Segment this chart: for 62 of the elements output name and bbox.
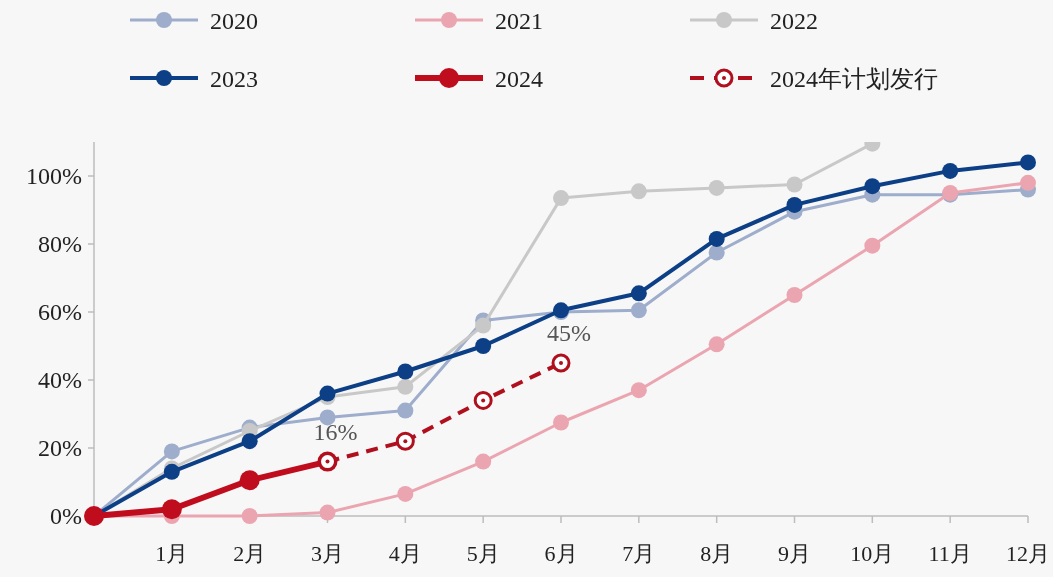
point [786, 196, 803, 213]
point [395, 431, 415, 451]
x-tick-label: 10月 [850, 541, 895, 566]
point [708, 336, 725, 353]
x-tick-label: 8月 [700, 541, 734, 566]
point [942, 162, 959, 179]
x-tick-label: 6月 [544, 541, 578, 566]
annotation: 45% [547, 320, 591, 346]
point [630, 382, 647, 399]
y-tick-label: 20% [38, 435, 82, 461]
point [397, 485, 414, 502]
point [319, 504, 336, 521]
point [553, 190, 569, 207]
point [397, 402, 414, 419]
x-tick-label: 11月 [928, 541, 972, 566]
y-tick-label: 60% [38, 299, 82, 325]
y-tick-label: 100% [26, 163, 82, 189]
point [864, 237, 881, 254]
legend-label: 2023 [210, 66, 258, 92]
legend-label: 2024 [495, 66, 543, 92]
point [473, 390, 493, 410]
legend-label: 2020 [210, 8, 258, 34]
legend-label: 2022 [770, 8, 818, 34]
point [630, 183, 647, 200]
point [708, 179, 725, 196]
point [630, 302, 647, 319]
point [786, 176, 803, 193]
point [241, 508, 258, 524]
point [475, 338, 492, 354]
point [1020, 154, 1036, 171]
x-tick-label: 3月 [311, 541, 344, 566]
point [239, 470, 260, 491]
point [551, 353, 571, 373]
point [708, 230, 725, 247]
annotation: 16% [313, 418, 358, 445]
y-tick-label: 40% [38, 367, 82, 393]
x-tick-label: 4月 [388, 541, 422, 566]
x-tick-label: 1月 [155, 541, 189, 566]
point [319, 385, 336, 402]
point [475, 317, 492, 334]
x-tick-label: 5月 [466, 541, 500, 566]
point [1020, 174, 1036, 191]
point [786, 287, 803, 303]
x-tick-label: 2月 [233, 541, 267, 566]
point [708, 244, 725, 261]
point [397, 378, 414, 395]
point [475, 453, 492, 470]
point [241, 433, 258, 450]
point [319, 409, 336, 426]
point [864, 178, 881, 195]
x-tick-label: 7月 [622, 541, 656, 566]
y-tick-label: 0% [50, 503, 82, 529]
point [163, 443, 180, 460]
y-tick-label: 80% [38, 231, 82, 257]
point [397, 363, 414, 380]
legend-label: 2021 [495, 8, 543, 34]
point [161, 499, 182, 520]
point [630, 285, 647, 302]
x-tick-label: 12月 [1006, 541, 1050, 566]
point [553, 414, 569, 431]
x-tick-label: 9月 [778, 541, 811, 566]
legend-label: 2024年计划发行 [770, 66, 938, 92]
